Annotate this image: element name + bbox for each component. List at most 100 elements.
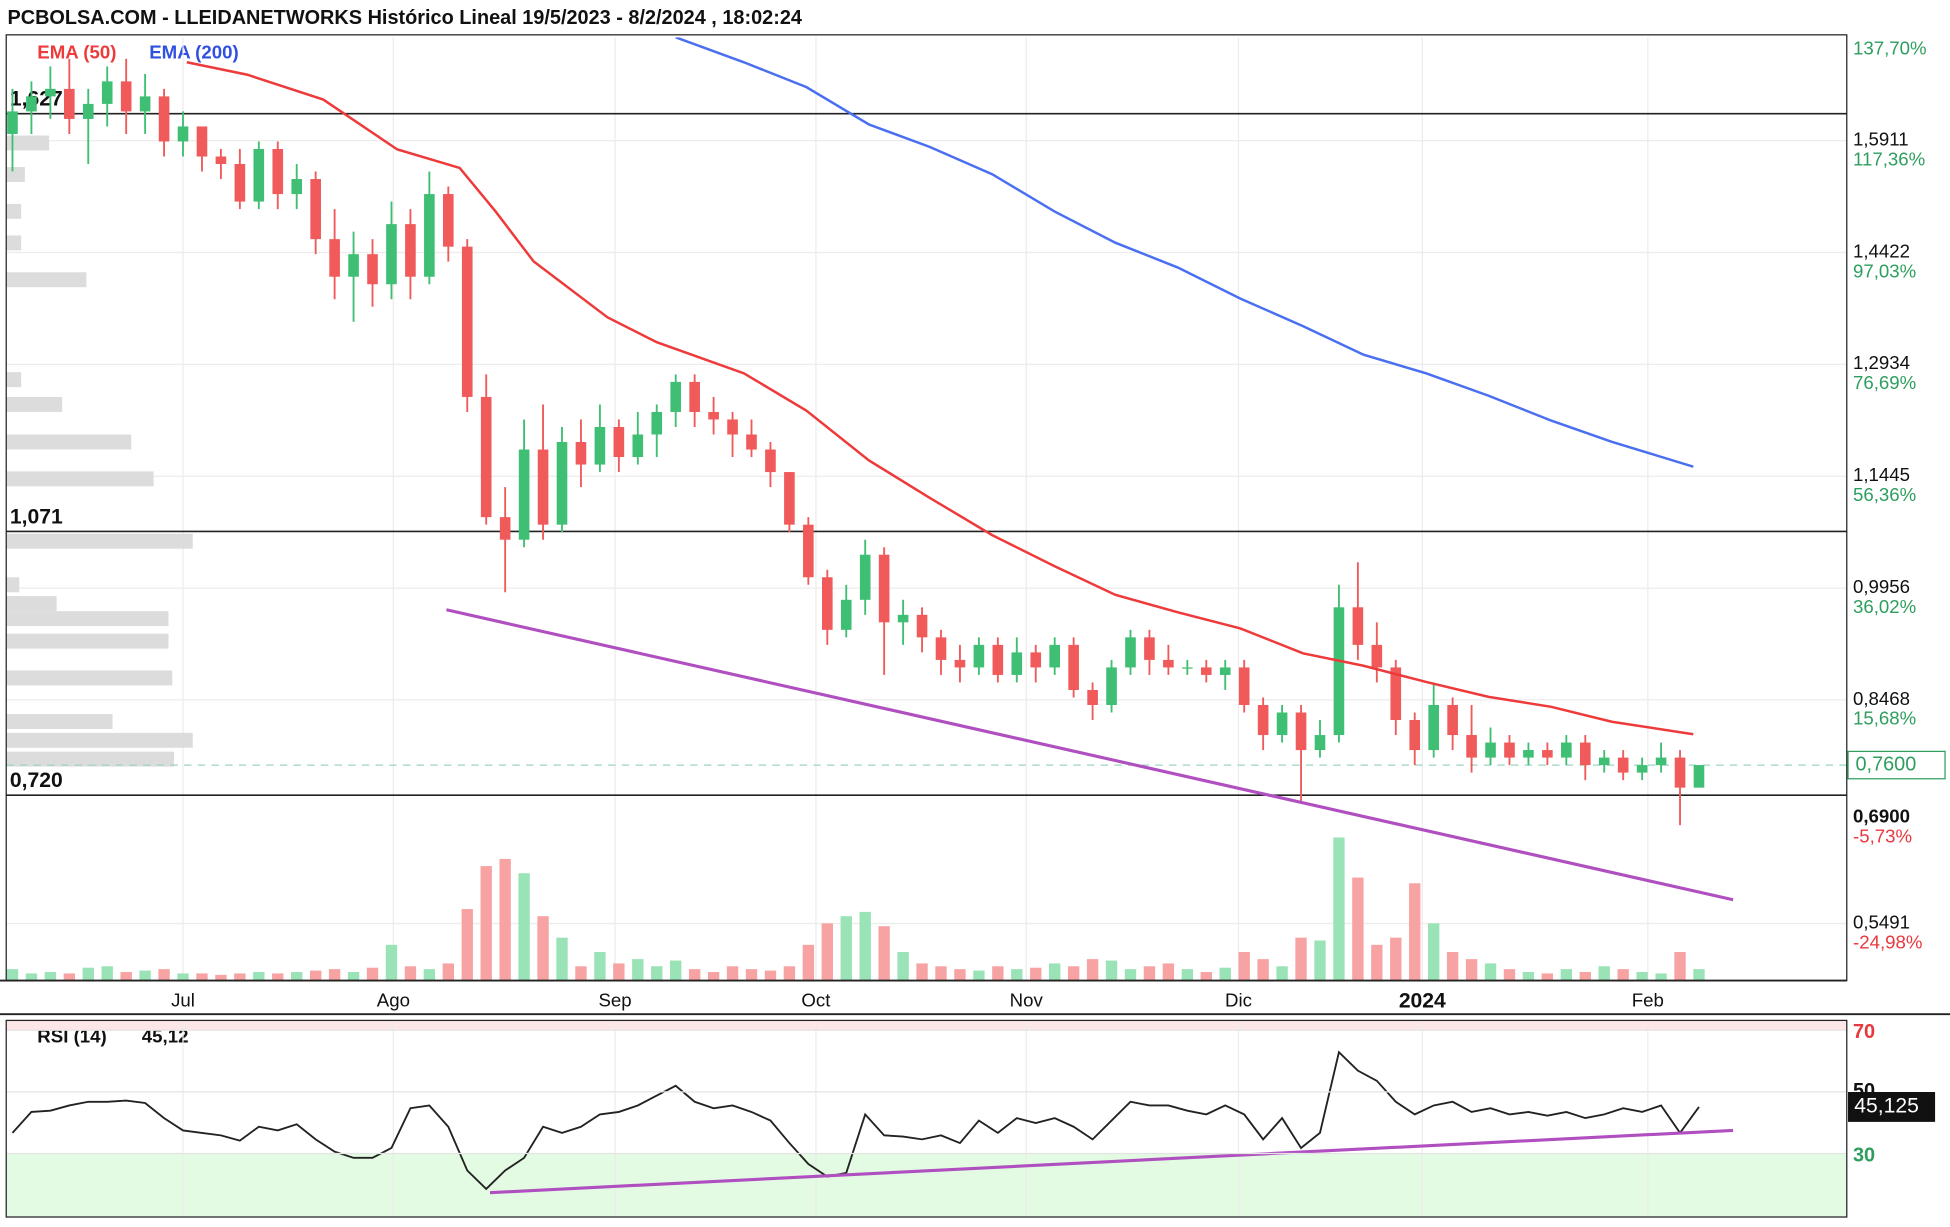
volume-bar [480,866,492,981]
volume-bar [25,973,38,981]
candle-body [1182,667,1193,669]
volume-bar [1011,969,1023,981]
volume-bar [44,972,57,981]
candle-body [1276,712,1288,736]
candle-body [765,449,776,473]
candle-body [916,614,928,638]
candle-body [594,426,606,465]
volume-profile-bar [6,434,132,450]
volume-profile-bar [6,751,175,767]
volume-profile-bar [6,732,193,748]
candle-body [651,411,663,435]
candle-body [26,96,37,112]
volume-bar [328,969,341,981]
volume-bar [878,926,890,981]
candle-body [348,254,359,277]
candle-body [821,577,833,630]
candle-body [1466,735,1477,758]
ema-line [675,37,1694,468]
candle-body [64,88,75,119]
rsi-plot [11,1050,1734,1195]
volume-bar [1522,972,1535,981]
x-tick-label: Oct [801,990,831,1011]
volume-profile-bar [6,203,22,219]
volume-bar [385,944,398,981]
candle-body [1125,637,1136,668]
candle-body [1561,742,1572,758]
candle-body [386,224,397,285]
volume-bar [1162,963,1175,981]
candle-body [291,179,303,195]
candle-body [1068,644,1079,690]
candle-body [1030,652,1042,668]
candle-body [1504,742,1515,758]
chart-title: PCBOLSA.COM - LLEIDANETWORKS Histórico L… [7,7,802,29]
volume-bar [1105,960,1118,981]
last-price-label: 0,7600 [1855,753,1916,775]
volume-bar [1352,877,1364,981]
pct-tick-label: 56,36% [1853,484,1916,505]
y-tick-label: 0,8468 [1853,688,1910,709]
last-price-box [1847,750,1946,780]
rsi-label: RSI (14) [37,1026,106,1047]
candle-body [575,442,587,465]
volume-bar [670,960,682,981]
low-label: 0,6900 [1853,806,1910,827]
volume-profile-bar [6,272,87,288]
volume-bar [215,974,227,981]
candle-body [101,81,113,104]
pct-tick-label: 36,02% [1853,596,1916,617]
rsi-trendline [489,1128,1734,1195]
volume-bar [158,969,170,981]
volume-bar [783,966,796,981]
volume-bar [954,969,966,981]
volume-profile-bar [6,596,57,612]
volume-bar [1257,959,1269,981]
rsi-value-box [1848,1092,1936,1122]
pct-tick-label: 76,69% [1853,372,1916,393]
volume-bar [196,973,208,981]
volume-profile-bar [6,235,22,251]
candle-body [196,126,208,157]
candle-body [443,194,454,247]
candle-body [897,614,909,623]
ema-line [186,61,1694,736]
volume-bar [1427,923,1440,981]
volume-bar [1143,966,1156,981]
level-label: 1,071 [10,505,63,528]
pct-tick-label: 137,70% [1853,38,1927,59]
candle-body [992,644,1004,675]
volume-bar [897,951,909,981]
candle-body [1390,667,1402,721]
volume-bar [745,969,758,981]
candle-body [1333,607,1345,736]
volume-bar [613,963,625,981]
volume-bar [1465,959,1478,981]
price-plot [7,37,1705,826]
volume-bar [139,970,151,981]
candle-body [1371,644,1383,668]
candle-body [973,644,985,668]
volume-profile-bar [6,670,173,686]
volume-profile-bar [6,372,22,388]
pct-tick-label: -24,98% [1853,931,1922,952]
volume-bar [537,916,549,981]
candle-body [424,194,435,277]
y-tick-label: 1,4422 [1853,240,1910,261]
candle-body [1655,757,1667,766]
volume-bar [859,911,871,981]
candle-body [499,517,511,540]
trendline [446,608,1734,902]
volume-bar [992,966,1004,981]
y-tick-label: 0,5491 [1853,911,1910,932]
volume-bar [6,969,19,981]
volume-bar [82,967,94,981]
candle-body [1163,659,1174,668]
y-tick-label: 0,9956 [1853,576,1910,597]
candle-body [120,81,132,112]
candle-body [253,148,265,202]
volume-bar [1693,969,1705,981]
candle-body [1200,667,1212,675]
rsi-tick-label: 30 [1853,1144,1875,1166]
